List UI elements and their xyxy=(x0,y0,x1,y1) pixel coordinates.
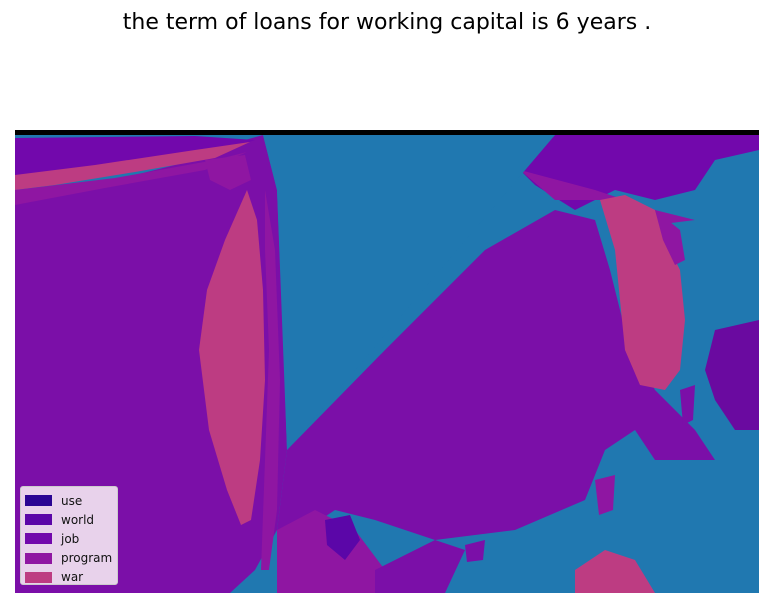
land-bottom-strip xyxy=(277,510,385,593)
land-right-edge xyxy=(705,320,759,430)
land-right-spot xyxy=(680,385,695,425)
land-top-left-strip-3 xyxy=(15,152,247,205)
land-bay-shape xyxy=(205,155,251,190)
legend-item-war: war xyxy=(25,568,117,587)
land-strip-vertical xyxy=(261,190,280,570)
land-left-continent xyxy=(15,135,287,593)
legend-label-use: use xyxy=(61,493,83,508)
sea-diagonal-wedge xyxy=(263,135,555,450)
legend-label-war: war xyxy=(61,570,84,585)
land-bottom-south xyxy=(375,540,465,593)
land-bottom-right-pink xyxy=(575,550,655,593)
land-bottom-dark-patch xyxy=(325,515,360,560)
legend-item-use: use xyxy=(25,491,117,510)
legend-item-world: world xyxy=(25,510,117,529)
land-pink-peninsula-edge xyxy=(655,210,685,265)
land-pink-elongated xyxy=(199,190,265,525)
legend-item-program: program xyxy=(25,549,117,568)
legend: use world job program war xyxy=(20,486,118,585)
land-central-continent xyxy=(277,210,715,593)
map-svg xyxy=(15,130,759,593)
map-canvas xyxy=(15,130,759,593)
land-bottom-right-small xyxy=(595,475,615,515)
land-bottom-island xyxy=(465,540,485,562)
chart-title: the term of loans for working capital is… xyxy=(122,10,652,35)
legend-label-world: world xyxy=(61,512,95,527)
land-top-left-strip-2 xyxy=(15,142,250,190)
legend-swatch-war xyxy=(25,571,52,583)
map-frame-top xyxy=(15,130,759,135)
legend-swatch-job xyxy=(25,533,52,545)
legend-swatch-program xyxy=(25,552,52,564)
legend-swatch-use xyxy=(25,495,52,507)
legend-label-program: program xyxy=(61,551,113,566)
legend-swatch-world xyxy=(25,514,52,526)
legend-item-job: job xyxy=(25,529,117,548)
legend-label-job: job xyxy=(61,531,80,546)
land-pink-peninsula xyxy=(600,195,685,390)
